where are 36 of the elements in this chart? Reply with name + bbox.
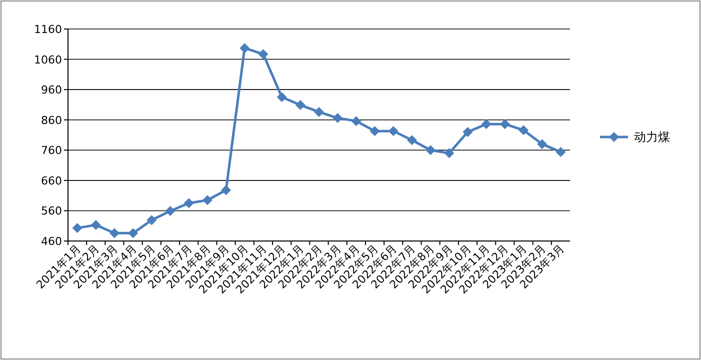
point [72, 222, 82, 233]
point [240, 43, 250, 54]
point [444, 148, 454, 158]
point [258, 49, 268, 60]
point [314, 106, 324, 117]
y-tick-label: 860 [41, 114, 62, 127]
point [128, 228, 138, 238]
point [184, 198, 194, 208]
point [481, 119, 492, 130]
point [276, 92, 287, 102]
point [518, 125, 529, 136]
point [90, 220, 101, 230]
point [351, 116, 362, 126]
point [221, 185, 232, 196]
y-tick-label: 960 [41, 84, 62, 97]
point [146, 215, 157, 226]
point [500, 119, 510, 130]
point [165, 206, 176, 216]
point [109, 228, 120, 238]
point [370, 126, 380, 136]
point [426, 145, 436, 156]
y-tick-label: 460 [41, 235, 62, 248]
point [388, 126, 398, 136]
y-tick-label: 1160 [34, 23, 62, 36]
point [202, 195, 212, 206]
point [332, 113, 343, 124]
point [295, 100, 306, 110]
point [462, 126, 473, 137]
y-tick-label: 1060 [34, 53, 62, 66]
legend-label: 动力煤 [634, 130, 670, 144]
y-tick-label: 760 [41, 144, 62, 158]
point [537, 139, 548, 150]
y-tick-label: 560 [41, 204, 62, 218]
y-tick-label: 660 [41, 174, 62, 188]
point [556, 146, 566, 157]
point [406, 135, 417, 146]
